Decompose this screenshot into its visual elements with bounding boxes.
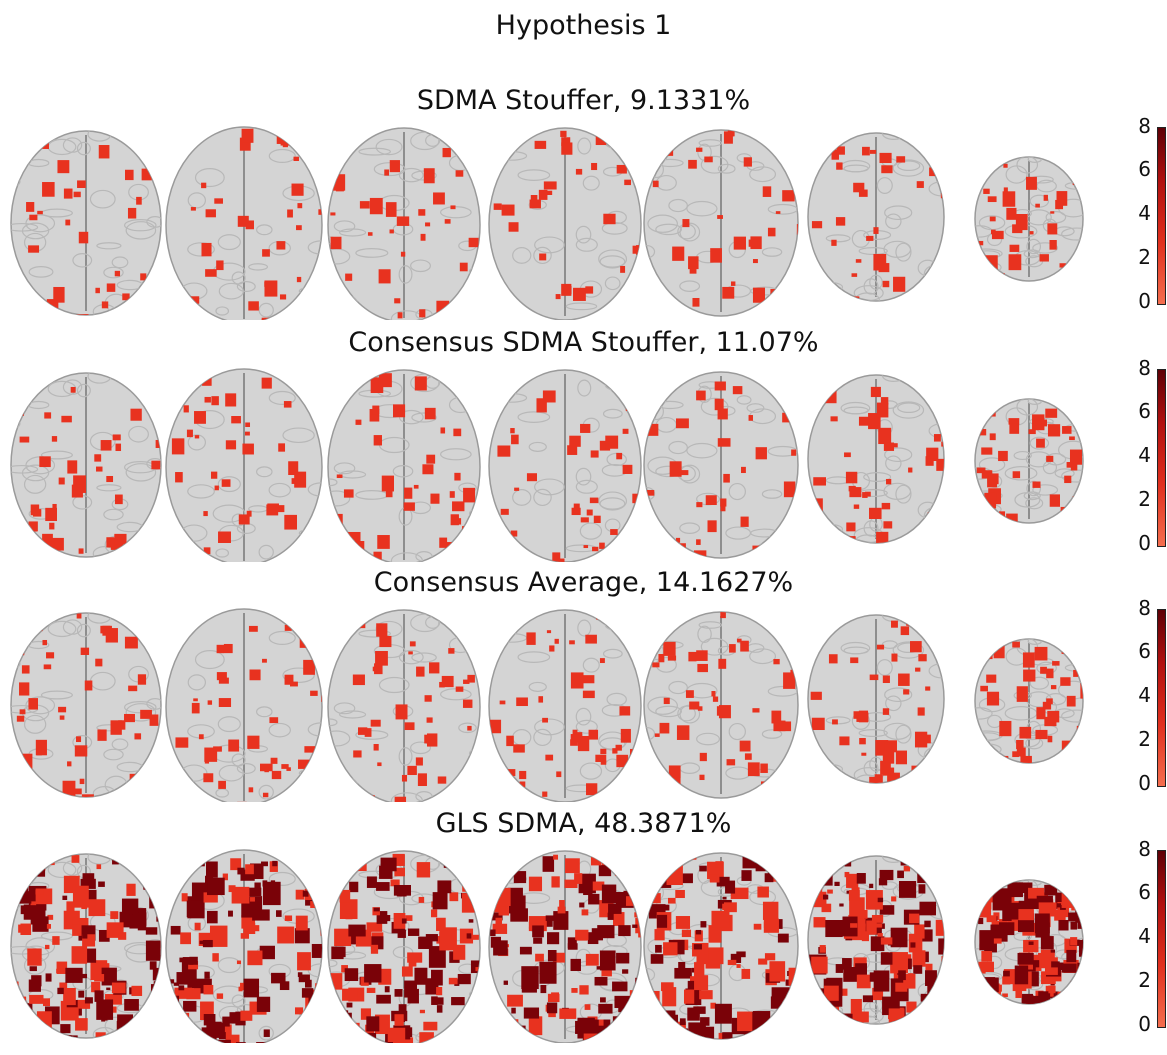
figure-title: Hypothesis 1 <box>495 10 672 41</box>
brain-slice <box>488 127 642 320</box>
panel-row-1: SDMA Stouffer, 9.1331% 8 6 4 2 0 <box>0 85 1167 327</box>
brain-slice <box>643 371 799 559</box>
colorbar-tick: 0 <box>1138 1012 1151 1036</box>
activation-overlay <box>328 852 480 1043</box>
brain-slice <box>974 398 1084 524</box>
brain-slice <box>327 369 481 562</box>
brain-slice <box>488 850 642 1043</box>
brain-slice <box>807 374 945 544</box>
brain-slices <box>0 848 1110 1043</box>
brain-slice <box>488 609 642 802</box>
colorbar-tick: 8 <box>1138 596 1151 620</box>
brain-slice <box>974 638 1084 764</box>
brain-slice <box>327 127 481 320</box>
panel-row-4: GLS SDMA, 48.3871% 8 6 4 2 0 <box>0 808 1167 1050</box>
colorbar-gradient <box>1157 850 1166 1028</box>
activation-overlay <box>976 880 1083 1004</box>
colorbar-tick: 6 <box>1138 880 1151 904</box>
panel-row-3: Consensus Average, 14.1627% 8 6 4 2 0 <box>0 567 1167 809</box>
panel-title: Consensus Average, 14.1627% <box>373 567 794 598</box>
colorbar-tick: 8 <box>1138 837 1151 861</box>
colorbar-tick: 6 <box>1138 157 1151 181</box>
colorbar-tick: 2 <box>1138 487 1151 511</box>
brain-slice <box>974 156 1084 282</box>
colorbar-tick: 4 <box>1138 201 1151 225</box>
colorbar-tick: 2 <box>1138 727 1151 751</box>
brain-slice <box>165 608 323 802</box>
colorbar: 8 6 4 2 0 <box>1105 839 1167 1048</box>
brain-slices <box>0 607 1110 802</box>
colorbar-tick: 0 <box>1138 531 1151 555</box>
brain-slice <box>165 368 323 562</box>
colorbar-gradient <box>1157 127 1166 305</box>
brain-slice <box>488 369 642 562</box>
colorbar-tick: 4 <box>1138 683 1151 707</box>
colorbar-tick: 2 <box>1138 968 1151 992</box>
slices-svg <box>10 126 1084 320</box>
gyri-texture <box>11 131 161 315</box>
colorbar-tick: 0 <box>1138 289 1151 313</box>
colorbar-tick: 0 <box>1138 771 1151 795</box>
panel-row-2: Consensus SDMA Stouffer, 11.07% 8 6 4 2 … <box>0 327 1167 569</box>
colorbar-tick: 8 <box>1138 356 1151 380</box>
slices-svg <box>10 368 1084 562</box>
colorbar-tick: 4 <box>1138 443 1151 467</box>
brain-slice <box>807 855 945 1025</box>
colorbar-tick: 8 <box>1138 114 1151 138</box>
colorbar-tick: 6 <box>1138 399 1151 423</box>
brain-slices <box>0 367 1110 562</box>
brain-slice <box>807 614 945 784</box>
gyri-texture <box>975 399 1083 516</box>
brain-slice <box>10 612 162 798</box>
colorbar-gradient <box>1157 609 1166 787</box>
panel-title: Consensus SDMA Stouffer, 11.07% <box>348 327 819 358</box>
colorbar-tick: 2 <box>1138 245 1151 269</box>
brain-slice <box>10 372 162 558</box>
brain-slice <box>10 853 162 1039</box>
brain-slice <box>327 609 481 802</box>
slices-svg <box>10 608 1084 802</box>
colorbar: 8 6 4 2 0 <box>1105 358 1167 567</box>
colorbar-tick: 6 <box>1138 639 1151 663</box>
colorbar: 8 6 4 2 0 <box>1105 598 1167 807</box>
brain-slice <box>327 850 481 1043</box>
brain-slice <box>807 132 945 302</box>
activation-overlay <box>167 850 322 1043</box>
brain-slice <box>643 611 799 799</box>
colorbar-gradient <box>1157 369 1166 547</box>
brain-slices <box>0 125 1110 320</box>
brain-slice <box>10 130 162 316</box>
colorbar: 8 6 4 2 0 <box>1105 116 1167 325</box>
slices-svg <box>10 849 1084 1043</box>
panel-title: GLS SDMA, 48.3871% <box>435 808 732 839</box>
colorbar-tick: 4 <box>1138 924 1151 948</box>
brain-slice <box>643 852 799 1040</box>
brain-slice <box>643 129 799 317</box>
brain-slice <box>165 849 323 1043</box>
activation-overlay <box>490 851 641 1043</box>
brain-slice <box>165 126 323 320</box>
brain-slice <box>974 879 1084 1005</box>
panel-title: SDMA Stouffer, 9.1331% <box>416 85 751 116</box>
